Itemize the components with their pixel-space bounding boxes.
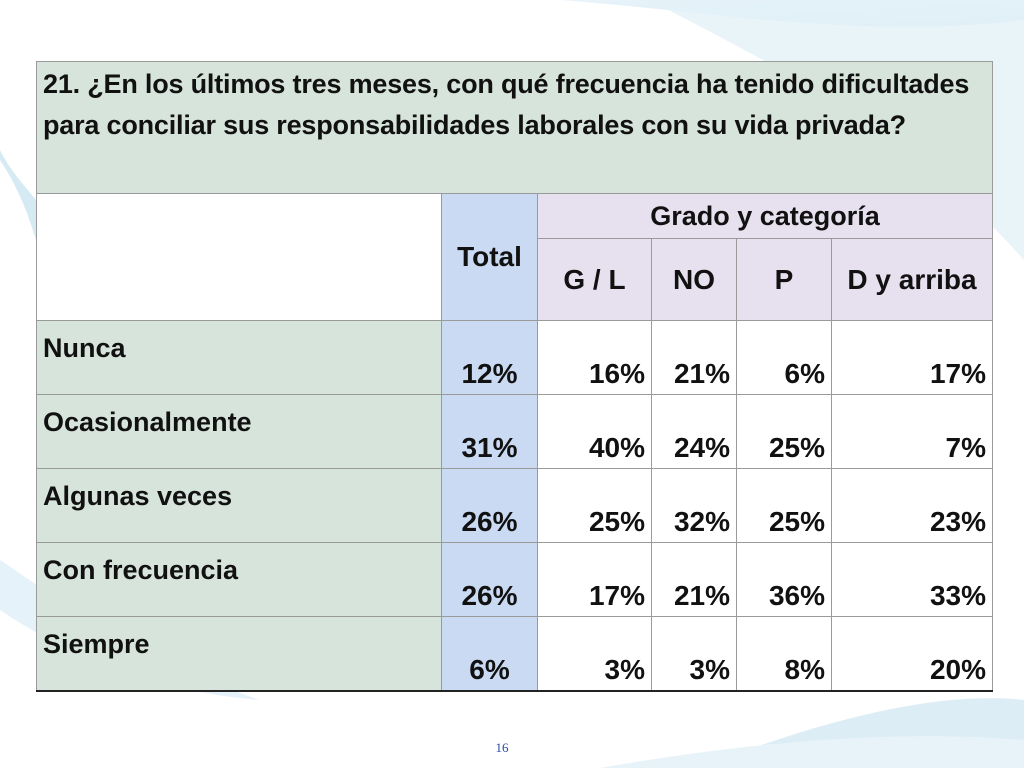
value-cell: 17% [537,542,652,617]
row-label: Algunas veces [36,468,442,543]
value-cell: 33% [830,542,994,617]
value-cell: 6% [736,320,832,395]
row-label: Ocasionalmente [36,394,442,469]
subcolumn-header-p: P [736,238,832,321]
value-cell: 32% [651,468,737,543]
value-cell: 25% [736,468,832,543]
group-column-header: Grado y categoría [536,193,994,239]
table-row: Con frecuencia 26% 17% 21% 36% 33% [36,542,994,617]
value-cell: 23% [830,468,994,543]
blank-header-cell [36,193,442,321]
subcolumn-header-d-y-arriba: D y arriba [830,238,994,321]
subcolumn-header-no: NO [651,238,737,321]
value-cell: 3% [537,616,652,692]
header-row-subcolumns: G / L NO P D y arriba [37,238,994,321]
table-row: Siempre 6% 3% 3% 8% 20% [36,616,994,692]
page-number: 16 [495,740,509,755]
value-cell: 36% [736,542,832,617]
value-cell: 17% [830,320,994,395]
value-cell: 21% [651,320,737,395]
value-cell: 25% [736,394,832,469]
value-cell: 21% [651,542,737,617]
question-text: 21. ¿En los últimos tres meses, con qué … [35,61,994,194]
total-cell: 12% [441,320,538,395]
row-label: Nunca [36,320,442,395]
value-cell: 24% [651,394,737,469]
header-row-group: Total Grado y categoría [36,193,994,321]
row-label: Con frecuencia [36,542,442,617]
total-cell: 6% [441,616,538,692]
total-cell: 26% [441,542,538,617]
value-cell: 20% [830,616,994,692]
subcolumn-header-gl: G / L [537,238,652,321]
row-label: Siempre [36,616,442,692]
total-column-header: Total [441,193,538,321]
table-row: Ocasionalmente 31% 40% 24% 25% 7% [36,394,994,469]
total-cell: 31% [441,394,538,469]
table-row: Nunca 12% 16% 21% 6% 17% [36,320,994,395]
value-cell: 25% [537,468,652,543]
value-cell: 40% [537,394,652,469]
question-row: 21. ¿En los últimos tres meses, con qué … [35,61,994,194]
survey-table: 21. ¿En los últimos tres meses, con qué … [35,61,994,692]
value-cell: 16% [537,320,652,395]
table-row: Algunas veces 26% 25% 32% 25% 23% [36,468,994,543]
value-cell: 7% [830,394,994,469]
value-cell: 3% [651,616,737,692]
total-cell: 26% [441,468,538,543]
value-cell: 8% [736,616,832,692]
